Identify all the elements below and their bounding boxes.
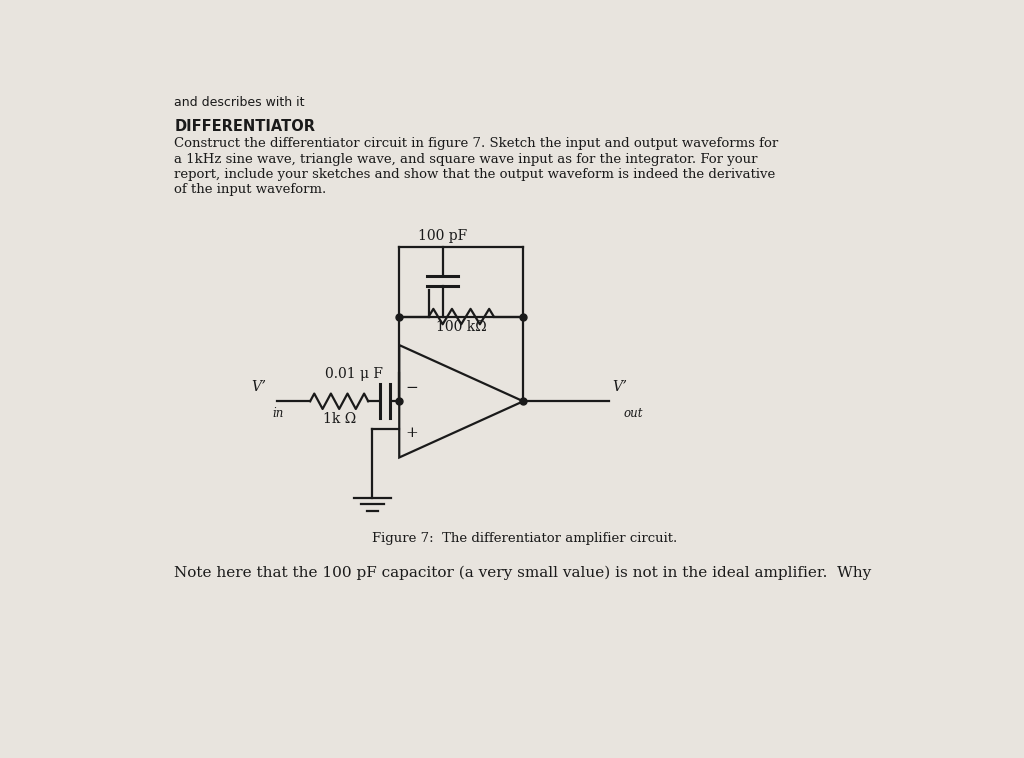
Text: a 1kHz sine wave, triangle wave, and square wave input as for the integrator. Fo: a 1kHz sine wave, triangle wave, and squ…: [174, 152, 758, 165]
Text: Construct the differentiator circuit in figure 7. Sketch the input and output wa: Construct the differentiator circuit in …: [174, 137, 778, 150]
Text: Figure 7:  The differentiator amplifier circuit.: Figure 7: The differentiator amplifier c…: [372, 532, 678, 545]
Text: out: out: [624, 408, 643, 421]
Text: +: +: [406, 426, 418, 440]
Text: DIFFERENTIATOR: DIFFERENTIATOR: [174, 119, 315, 133]
Text: 1k Ω: 1k Ω: [323, 412, 355, 426]
Text: 100 pF: 100 pF: [418, 229, 467, 243]
Text: V’: V’: [251, 380, 266, 393]
Text: of the input waveform.: of the input waveform.: [174, 183, 327, 196]
Text: Note here that the 100 pF capacitor (a very small value) is not in the ideal amp: Note here that the 100 pF capacitor (a v…: [174, 565, 871, 580]
Text: and describes with it: and describes with it: [174, 96, 305, 108]
Text: in: in: [272, 408, 284, 421]
Text: 100 kΩ: 100 kΩ: [436, 320, 486, 334]
Text: report, include your sketches and show that the output waveform is indeed the de: report, include your sketches and show t…: [174, 168, 776, 181]
Text: 0.01 μ F: 0.01 μ F: [325, 367, 383, 381]
Text: −: −: [406, 381, 418, 395]
Text: V’: V’: [612, 380, 628, 393]
